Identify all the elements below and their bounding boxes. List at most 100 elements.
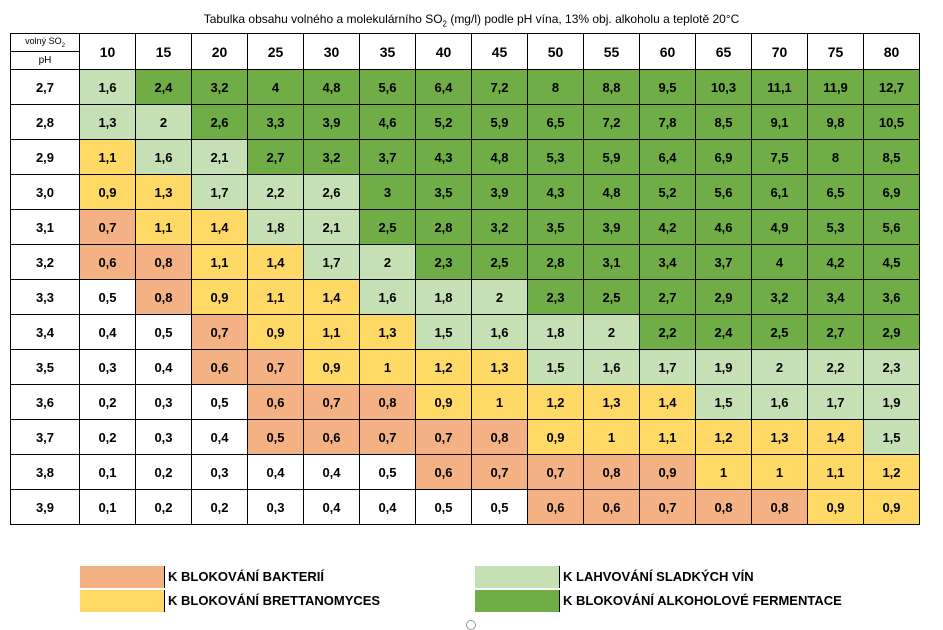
value-cell: 2,3 (415, 244, 472, 280)
value-cell: 7,2 (471, 69, 528, 105)
table-row: 3,7 0,2 0,3 0,4 0,5 0,6 0,7 0,7 0,8 0,9 1 1,1 1,2 1,3… (10, 419, 920, 455)
value-cell: 8,8 (583, 69, 640, 105)
column-header: 40 (415, 33, 472, 70)
ph-cell: 3,4 (10, 314, 80, 350)
value-cell: 0,6 (527, 489, 584, 525)
value-cell: 11,1 (751, 69, 808, 105)
value-cell: 1,8 (415, 279, 472, 315)
value-cell: 1,7 (639, 349, 696, 385)
column-header: 25 (247, 33, 304, 70)
value-cell: 2,8 (415, 209, 472, 245)
value-cell: 0,7 (639, 489, 696, 525)
ph-cell: 2,9 (10, 139, 80, 175)
value-cell: 0,4 (359, 489, 416, 525)
value-cell: 1 (695, 454, 752, 490)
ph-cell: 3,1 (10, 209, 80, 245)
value-cell: 0,9 (415, 384, 472, 420)
value-cell: 2,3 (863, 349, 920, 385)
value-cell: 1,2 (863, 454, 920, 490)
value-cell: 3,3 (247, 104, 304, 140)
value-cell: 6,1 (751, 174, 808, 210)
value-cell: 0,7 (191, 314, 248, 350)
value-cell: 1,2 (415, 349, 472, 385)
value-cell: 5,9 (471, 104, 528, 140)
corner-free-so2-label: volný SO (25, 36, 62, 46)
value-cell: 0,7 (303, 384, 360, 420)
ph-cell: 2,8 (10, 104, 80, 140)
value-cell: 2,2 (247, 174, 304, 210)
ph-cell: 3,3 (10, 279, 80, 315)
value-cell: 3,9 (303, 104, 360, 140)
legend-swatch (475, 590, 560, 612)
value-cell: 1,6 (751, 384, 808, 420)
value-cell: 3,2 (191, 69, 248, 105)
value-cell: 1,3 (359, 314, 416, 350)
value-cell: 1,7 (807, 384, 864, 420)
value-cell: 1,7 (191, 174, 248, 210)
value-cell: 1,1 (79, 139, 136, 175)
value-cell: 4,8 (583, 174, 640, 210)
ph-cell: 3,7 (10, 419, 80, 455)
value-cell: 0,7 (359, 419, 416, 455)
value-cell: 5,6 (695, 174, 752, 210)
corner-divider (11, 51, 79, 52)
value-cell: 1,4 (807, 419, 864, 455)
value-cell: 9,8 (807, 104, 864, 140)
value-cell: 6,5 (807, 174, 864, 210)
column-header: 80 (863, 33, 920, 70)
value-cell: 0,3 (135, 384, 192, 420)
table-row: 3,3 0,5 0,8 0,9 1,1 1,4 1,6 1,8 2 2,3 2,5 2,7 2,9 3,2… (10, 279, 920, 315)
value-cell: 0,8 (695, 489, 752, 525)
value-cell: 3,1 (583, 244, 640, 280)
legend-label: K BLOKOVÁNÍ BRETTANOMYCES (168, 593, 381, 608)
legend-label: K BLOKOVÁNÍ BAKTERIÍ (168, 569, 324, 584)
value-cell: 9,1 (751, 104, 808, 140)
value-cell: 0,3 (191, 454, 248, 490)
value-cell: 1 (359, 349, 416, 385)
value-cell: 0,9 (247, 314, 304, 350)
value-cell: 5,2 (415, 104, 472, 140)
value-cell: 1,3 (583, 384, 640, 420)
value-cell: 0,1 (79, 454, 136, 490)
value-cell: 0,4 (191, 419, 248, 455)
value-cell: 1,7 (303, 244, 360, 280)
corner-subscript: 2 (61, 42, 65, 49)
legend-label: K BLOKOVÁNÍ ALKOHOLOVÉ FERMENTACE (563, 593, 842, 608)
value-cell: 0,2 (191, 489, 248, 525)
value-cell: 6,4 (415, 69, 472, 105)
value-cell: 1,6 (135, 139, 192, 175)
value-cell: 0,5 (471, 489, 528, 525)
header-row: volný SO2 pH 10 15 20 25 30 35 40 45 50 55 60 65 70 7… (10, 33, 920, 70)
value-cell: 2,7 (807, 314, 864, 350)
table-row: 3,1 0,7 1,1 1,4 1,8 2,1 2,5 2,8 3,2 3,5 3,9 4,2 4,6 4… (10, 209, 920, 245)
value-cell: 2,6 (303, 174, 360, 210)
column-header: 15 (135, 33, 192, 70)
value-cell: 8 (527, 69, 584, 105)
ph-cell: 3,6 (10, 384, 80, 420)
value-cell: 0,5 (79, 279, 136, 315)
value-cell: 0,5 (191, 384, 248, 420)
so2-table: volný SO2 pH 10 15 20 25 30 35 40 45 50 55 60 65 70 7… (10, 33, 920, 525)
value-cell: 2,1 (191, 139, 248, 175)
value-cell: 0,6 (303, 419, 360, 455)
table-row: 3,0 0,9 1,3 1,7 2,2 2,6 3 3,5 3,9 4,3 4,8 5,2 5,6 6,1… (10, 174, 920, 210)
legend-label: K LAHVOVÁNÍ SLADKÝCH VÍN (563, 569, 754, 584)
value-cell: 1,4 (191, 209, 248, 245)
column-header: 50 (527, 33, 584, 70)
value-cell: 0,7 (471, 454, 528, 490)
value-cell: 1,5 (863, 419, 920, 455)
value-cell: 0,3 (79, 349, 136, 385)
value-cell: 0,2 (135, 454, 192, 490)
value-cell: 3,9 (583, 209, 640, 245)
value-cell: 7,8 (639, 104, 696, 140)
value-cell: 1,6 (79, 69, 136, 105)
table-row: 3,5 0,3 0,4 0,6 0,7 0,9 1 1,2 1,3 1,5 1,6 1,7 1,9 2 2,… (10, 349, 920, 385)
value-cell: 1,5 (527, 349, 584, 385)
value-cell: 2 (751, 349, 808, 385)
value-cell: 4,9 (751, 209, 808, 245)
value-cell: 0,9 (303, 349, 360, 385)
table-title: Tabulka obsahu volného a molekulárního S… (0, 12, 943, 31)
value-cell: 1,3 (79, 104, 136, 140)
value-cell: 4 (751, 244, 808, 280)
value-cell: 0,6 (415, 454, 472, 490)
